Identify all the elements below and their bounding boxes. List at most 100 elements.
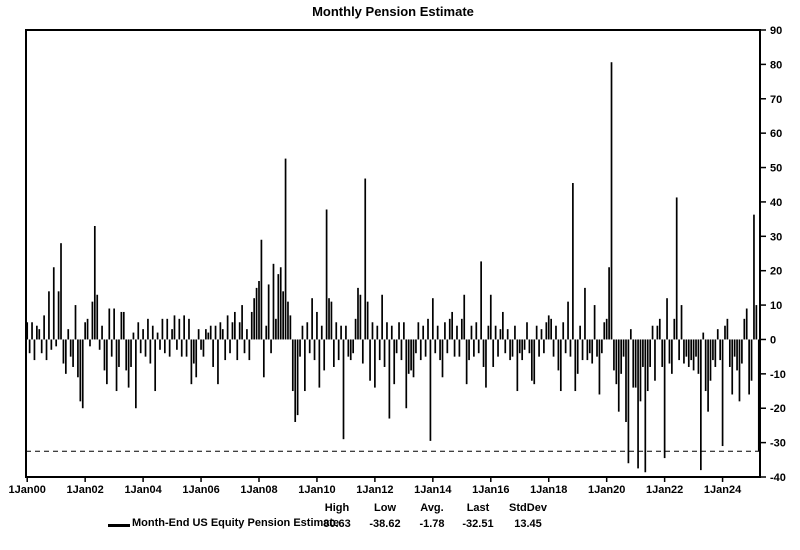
bar bbox=[52, 267, 55, 340]
bar bbox=[591, 339, 594, 364]
bar bbox=[202, 339, 205, 357]
bar bbox=[733, 339, 736, 357]
bar bbox=[692, 339, 695, 371]
bar bbox=[610, 62, 613, 340]
y-tick-label: 60 bbox=[770, 128, 782, 140]
bar bbox=[390, 325, 393, 340]
bar bbox=[139, 339, 142, 354]
bar bbox=[28, 339, 31, 354]
bar bbox=[378, 339, 381, 361]
bar bbox=[110, 339, 113, 357]
bar bbox=[311, 298, 313, 340]
bar bbox=[36, 325, 38, 340]
bar bbox=[731, 339, 734, 395]
bar bbox=[419, 339, 422, 361]
bar bbox=[393, 339, 396, 385]
bar bbox=[726, 318, 729, 340]
x-tick-label: 1Jan12 bbox=[356, 484, 393, 496]
y-tick-label: 80 bbox=[770, 59, 782, 71]
bar bbox=[748, 339, 750, 395]
bar bbox=[448, 318, 451, 340]
bar bbox=[473, 339, 475, 357]
bar bbox=[40, 339, 43, 354]
bar bbox=[265, 325, 268, 340]
y-tick-label: -20 bbox=[770, 403, 786, 415]
plot-border bbox=[25, 29, 761, 478]
bar bbox=[207, 332, 210, 340]
bar bbox=[622, 339, 625, 357]
bar bbox=[557, 339, 560, 371]
x-tick-label: 1Jan10 bbox=[298, 484, 335, 496]
bar bbox=[154, 339, 157, 392]
x-tick-label: 1Jan18 bbox=[530, 484, 567, 496]
bar bbox=[168, 339, 171, 357]
y-tick-label: 0 bbox=[770, 334, 776, 346]
bar bbox=[651, 325, 654, 340]
bar bbox=[639, 339, 642, 402]
bar bbox=[540, 329, 543, 340]
bar bbox=[687, 339, 690, 367]
bar bbox=[171, 329, 173, 340]
x-tick-label: 1Jan06 bbox=[182, 484, 219, 496]
bar bbox=[328, 298, 330, 340]
bar bbox=[709, 339, 712, 381]
bar bbox=[480, 261, 482, 340]
bar bbox=[470, 325, 473, 340]
bar bbox=[475, 322, 478, 340]
bar bbox=[741, 339, 743, 364]
bar bbox=[485, 339, 487, 388]
bar bbox=[101, 325, 103, 340]
bar bbox=[26, 322, 29, 340]
bar bbox=[226, 315, 229, 340]
bar bbox=[415, 339, 417, 354]
bar bbox=[753, 214, 755, 340]
bar bbox=[586, 339, 589, 361]
y-tick-label: -40 bbox=[770, 472, 786, 484]
bar bbox=[439, 339, 441, 361]
bar bbox=[569, 339, 572, 357]
bar bbox=[584, 287, 586, 340]
bar bbox=[200, 339, 202, 350]
bar bbox=[345, 325, 347, 340]
bar bbox=[386, 322, 388, 340]
bar bbox=[156, 332, 159, 340]
bar bbox=[349, 339, 352, 361]
bar bbox=[342, 339, 345, 440]
bar bbox=[38, 329, 41, 340]
bar bbox=[494, 325, 497, 340]
bar bbox=[248, 339, 251, 361]
bar bbox=[431, 298, 434, 340]
bar bbox=[632, 339, 635, 388]
bar bbox=[219, 322, 222, 340]
bar bbox=[444, 322, 446, 340]
bar bbox=[359, 294, 362, 340]
bar bbox=[700, 339, 702, 471]
bar bbox=[238, 322, 241, 340]
bar bbox=[518, 339, 521, 354]
bar bbox=[576, 339, 579, 374]
bar bbox=[506, 329, 509, 340]
bar bbox=[738, 339, 741, 402]
bar bbox=[598, 339, 601, 395]
bar bbox=[487, 325, 490, 340]
bar bbox=[275, 318, 277, 340]
bar bbox=[77, 339, 79, 378]
bar bbox=[313, 339, 316, 361]
bar bbox=[666, 298, 668, 340]
bar bbox=[668, 339, 671, 364]
stat-avg: Avg. -1.78 bbox=[405, 501, 459, 532]
bar bbox=[79, 339, 82, 402]
bar bbox=[555, 325, 557, 340]
bar bbox=[559, 339, 562, 392]
bar bbox=[562, 322, 565, 340]
bar bbox=[521, 339, 524, 361]
stat-low-header: Low bbox=[374, 502, 396, 514]
bar bbox=[680, 305, 683, 340]
bar bbox=[695, 339, 697, 357]
bar bbox=[429, 339, 432, 441]
bar bbox=[229, 339, 231, 354]
bar bbox=[649, 339, 651, 367]
bar bbox=[188, 318, 190, 340]
bar bbox=[48, 291, 50, 340]
